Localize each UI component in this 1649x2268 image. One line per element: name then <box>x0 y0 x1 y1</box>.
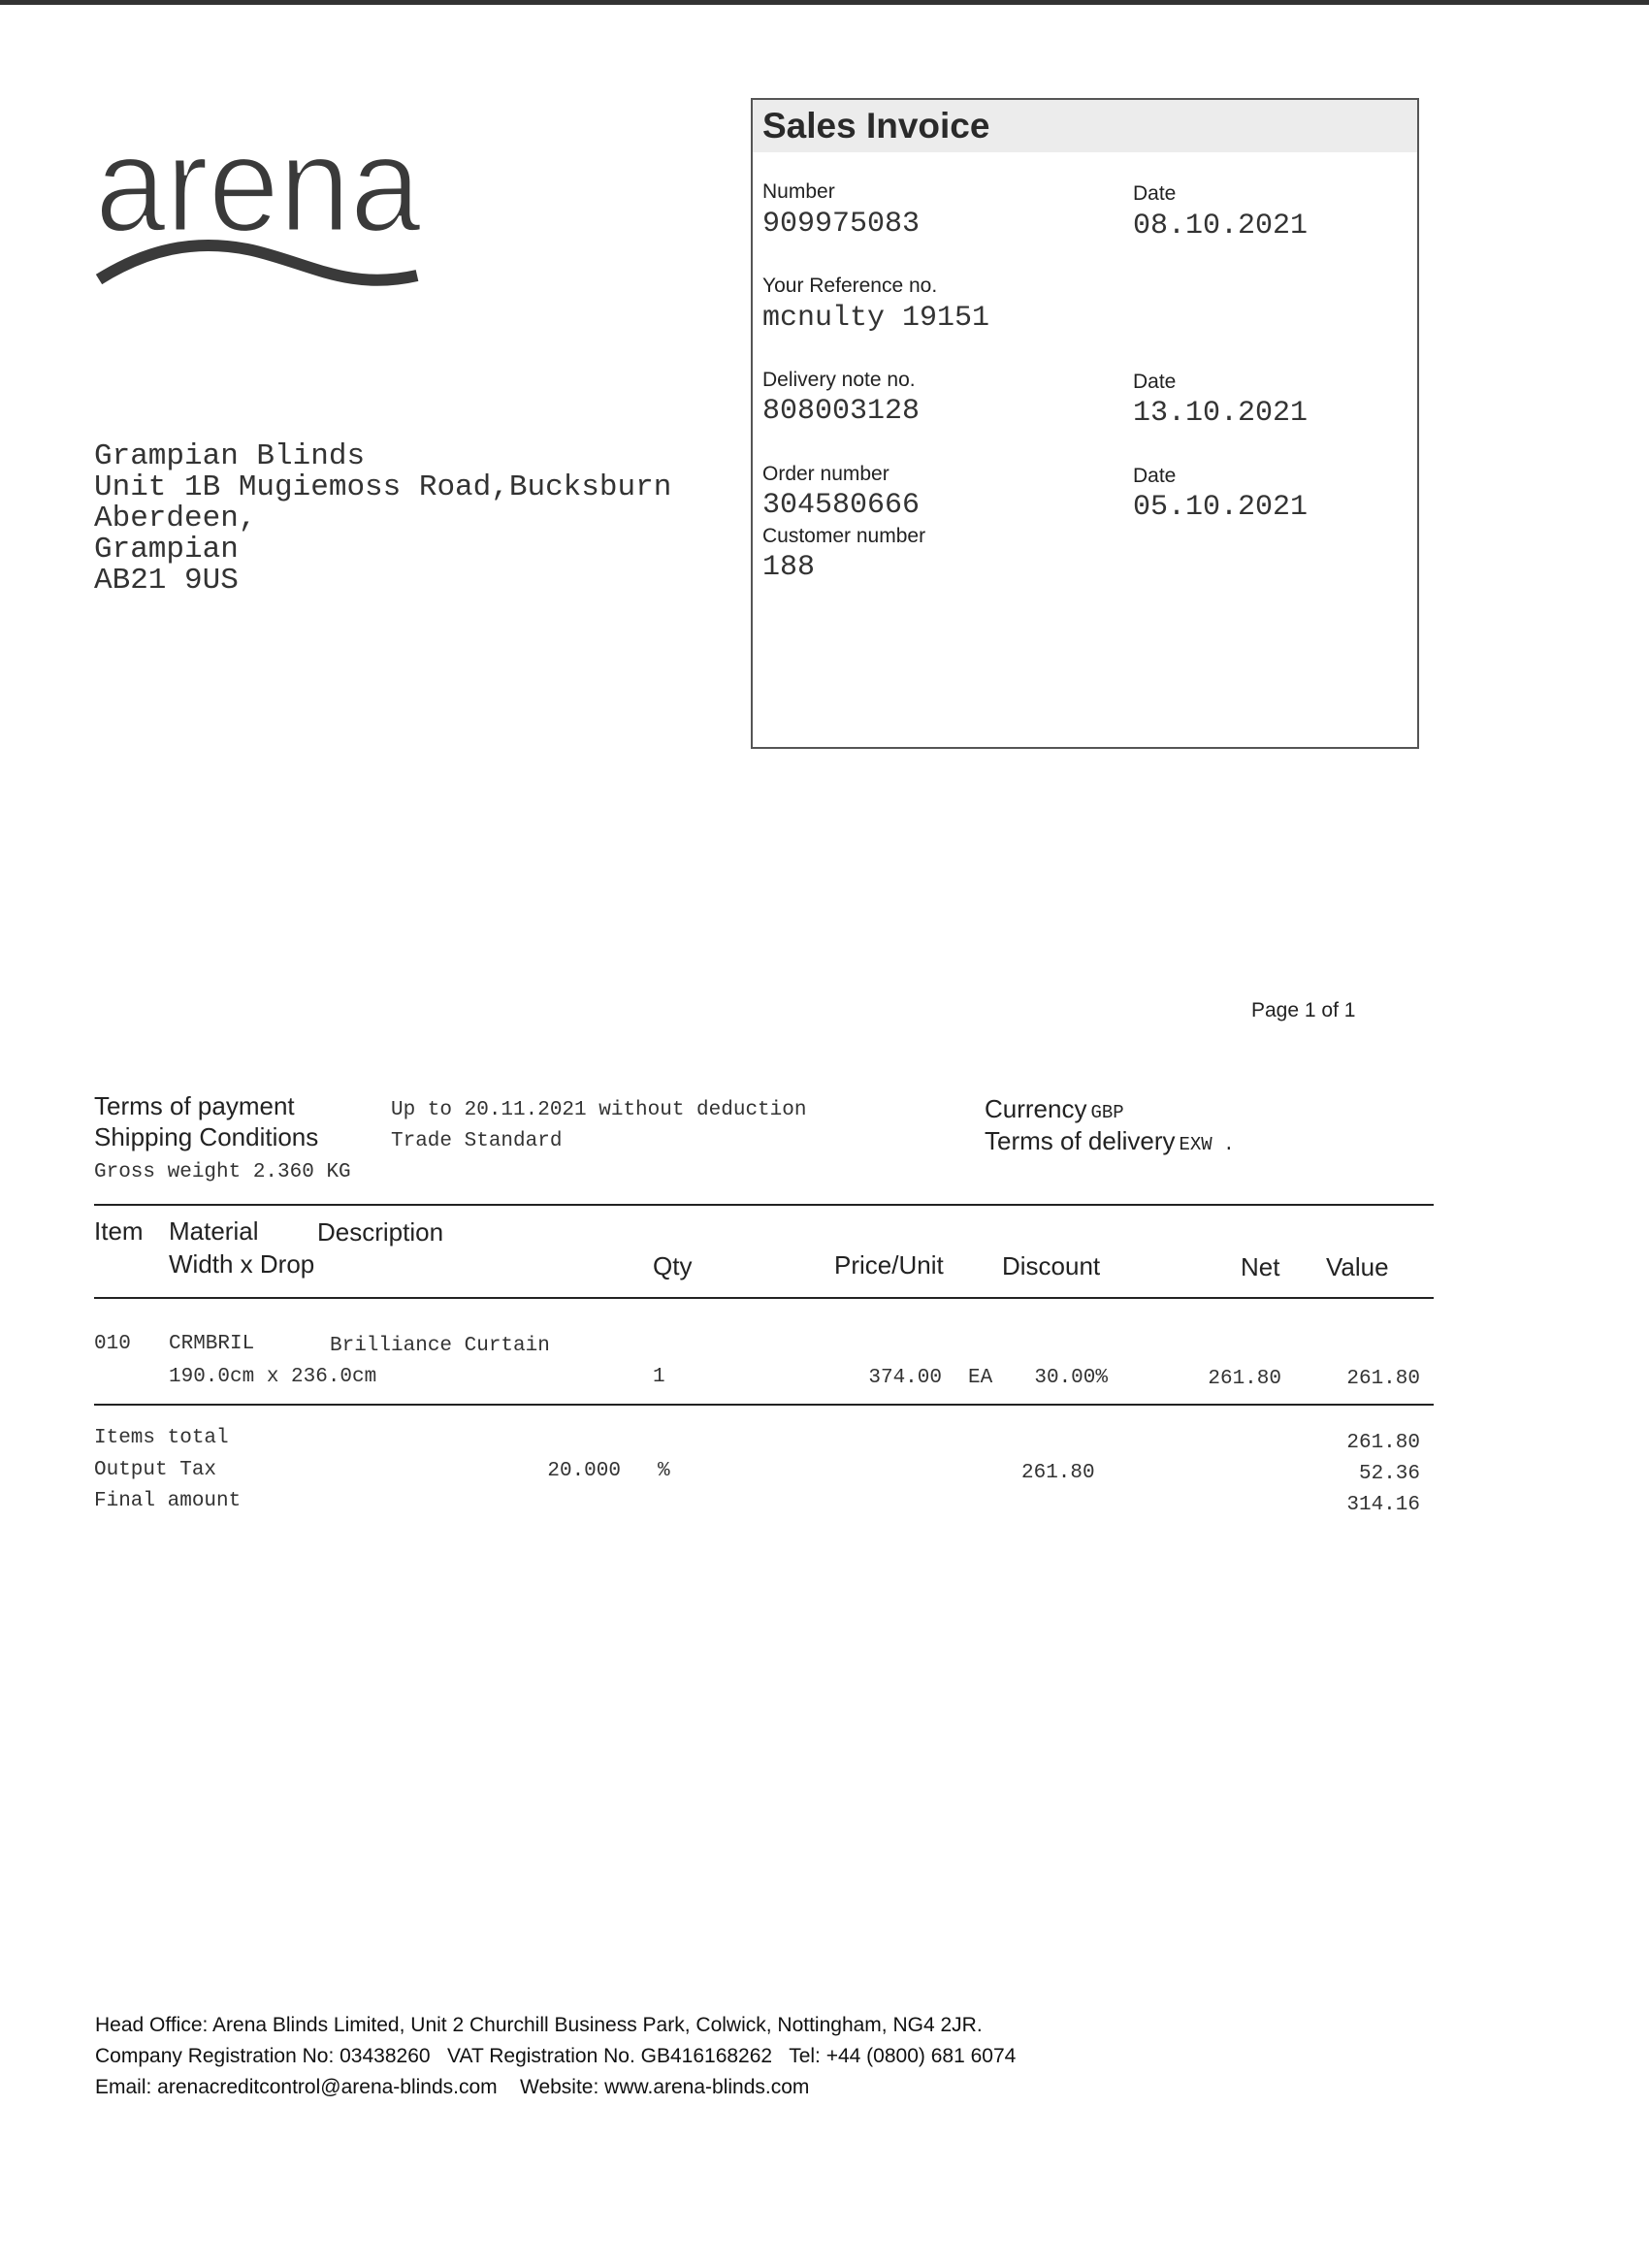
tax-rate: 20.000 <box>547 1460 621 1482</box>
header-discount: Discount <box>1002 1251 1101 1280</box>
row-material: CRMBRIL <box>169 1333 255 1355</box>
header-price-unit: Price/Unit <box>834 1250 944 1280</box>
order-label: Order number <box>762 463 889 485</box>
output-tax-label: Output Tax <box>94 1459 217 1481</box>
order-number: 304580666 <box>762 489 921 522</box>
footer-contact: Email: arenacreditcontrol@arena-blinds.c… <box>95 2076 810 2098</box>
header-net: Net <box>1241 1252 1280 1281</box>
row-unit: EA <box>968 1367 993 1389</box>
customer-number: 188 <box>762 551 816 584</box>
footer-registration: Company Registration No: 03438260 VAT Re… <box>95 2045 1017 2067</box>
address-line: Aberdeen, <box>94 502 257 535</box>
terms-of-payment-label: Terms of payment <box>94 1091 295 1120</box>
row-price: 374.00 <box>868 1367 942 1389</box>
terms-of-payment-value: Up to 20.11.2021 without deduction <box>391 1099 807 1121</box>
divider <box>94 1204 1434 1206</box>
divider <box>94 1297 1434 1299</box>
header-qty: Qty <box>653 1251 693 1280</box>
order-date: 05.10.2021 <box>1133 491 1309 524</box>
page-indicator: Page 1 of 1 <box>1251 999 1356 1021</box>
gross-weight: Gross weight 2.360 KG <box>94 1161 351 1183</box>
address-line: AB21 9US <box>94 564 239 598</box>
invoice-number: 909975083 <box>762 208 921 241</box>
row-net: 261.80 <box>1208 1368 1281 1390</box>
row-value: 261.80 <box>1346 1368 1420 1390</box>
currency-label: Currency <box>985 1094 1087 1123</box>
order-date-label: Date <box>1133 465 1177 487</box>
reference-label: Your Reference no. <box>762 275 938 297</box>
row-item: 010 <box>94 1333 131 1355</box>
delivery-note-label: Delivery note no. <box>762 369 916 391</box>
items-total-label: Items total <box>94 1427 229 1449</box>
invoice-details-box: Sales Invoice Number 909975083 Date 08.1… <box>751 98 1419 749</box>
currency: Currency GBP <box>985 1096 1124 1122</box>
final-amount-label: Final amount <box>94 1490 242 1512</box>
row-description: Brilliance Curtain <box>330 1335 550 1357</box>
header-description: Description <box>317 1217 444 1247</box>
header-width-drop: Width x Drop <box>169 1249 315 1279</box>
customer-label: Customer number <box>762 525 926 547</box>
currency-value: GBP <box>1090 1102 1124 1123</box>
tax-percent-sign: % <box>658 1460 670 1482</box>
divider <box>94 1404 1434 1406</box>
header-value: Value <box>1326 1252 1389 1281</box>
delivery-note-number: 808003128 <box>762 395 921 428</box>
header-item: Item <box>94 1216 144 1246</box>
arena-logo: arena <box>94 136 423 286</box>
shipping-conditions-value: Trade Standard <box>391 1130 563 1152</box>
terms-of-delivery: Terms of delivery EXW . <box>985 1128 1235 1154</box>
row-discount: 30.00% <box>1034 1367 1108 1389</box>
invoice-box-header <box>753 100 1417 152</box>
address-line: Unit 1B Mugiemoss Road,Bucksburn <box>94 470 672 504</box>
date-label: Date <box>1133 182 1177 205</box>
final-amount-value: 314.16 <box>1346 1494 1420 1516</box>
reference-value: mcnulty 19151 <box>762 302 990 335</box>
address-line: Grampian Blinds <box>94 439 366 473</box>
invoice-title: Sales Invoice <box>762 106 990 146</box>
row-dimensions: 190.0cm x 236.0cm <box>169 1366 377 1388</box>
tax-base: 261.80 <box>1021 1462 1095 1484</box>
items-total-value: 261.80 <box>1346 1432 1420 1454</box>
shipping-conditions-label: Shipping Conditions <box>94 1122 319 1151</box>
scan-edge <box>0 0 1649 5</box>
footer-head-office: Head Office: Arena Blinds Limited, Unit … <box>95 2014 983 2036</box>
row-qty: 1 <box>653 1366 665 1388</box>
delivery-date-label: Date <box>1133 371 1177 393</box>
invoice-date: 08.10.2021 <box>1133 210 1309 243</box>
number-label: Number <box>762 180 835 203</box>
terms-of-delivery-value: EXW . <box>1179 1134 1235 1155</box>
tax-amount: 52.36 <box>1358 1463 1420 1485</box>
svg-text:arena: arena <box>95 136 421 260</box>
address-line: Grampian <box>94 533 239 567</box>
terms-of-delivery-label: Terms of delivery <box>985 1126 1176 1155</box>
delivery-date: 13.10.2021 <box>1133 397 1309 430</box>
header-material: Material <box>169 1216 259 1246</box>
